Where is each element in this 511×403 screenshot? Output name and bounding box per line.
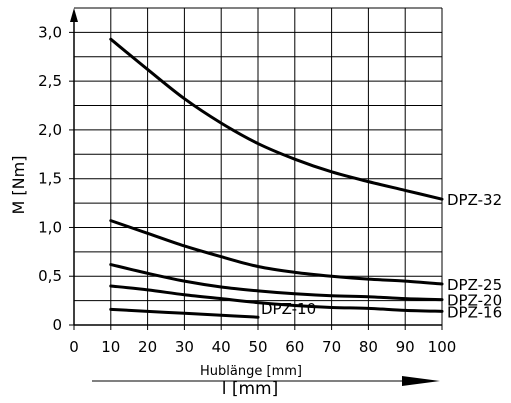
y-tick-label: 1,5 [38,170,62,188]
series-label-dpz-32: DPZ-32 [447,191,502,209]
x-tick-label: 20 [138,338,157,356]
y-tick-label: 0,5 [38,267,62,285]
x-tick-label: 10 [101,338,120,356]
y-tick-labels: 0 0,5 1,0 1,5 2,0 2,5 3,0 [38,23,74,334]
series-curves [109,37,444,319]
x-tick-label: 100 [428,338,457,356]
x-tick-label: 50 [248,338,267,356]
y-tick-label: 3,0 [38,23,62,41]
y-tick-label: 0 [52,316,62,334]
x-tick-labels: 0 10 20 30 40 50 60 70 80 90 100 [69,325,456,356]
axes [70,8,442,386]
series-label-dpz-25: DPZ-25 [447,276,502,294]
grid [74,7,443,325]
x-tick-label: 40 [212,338,231,356]
series-label-dpz-16: DPZ-16 [447,303,502,321]
y-tick-label: 1,0 [38,218,62,236]
x-axis-subtitle: l [mm] [222,379,279,399]
x-axis-title: Hublänge [mm] [200,364,302,379]
length-arrow-head-icon [402,376,440,386]
series-label-dpz-20: DPZ-20 [447,292,502,310]
y-tick-label: 2,0 [38,121,62,139]
x-tick-label: 30 [175,338,194,356]
x-tick-label: 70 [322,338,341,356]
x-tick-label: 80 [359,338,378,356]
series-line-dpz-10 [109,307,260,319]
x-tick-label: 0 [69,338,79,356]
series-line-dpz-16 [109,284,444,313]
x-tick-label: 60 [285,338,304,356]
series-line-dpz-20 [109,263,444,302]
series-line-dpz-32 [109,37,444,201]
series-line-dpz-25 [109,219,444,286]
y-axis-arrow-icon [70,8,78,22]
y-axis-title: M [Nm] [9,156,28,215]
y-tick-label: 2,5 [38,72,62,90]
series-label-dpz-10: DPZ-10 [261,300,316,318]
x-tick-label: 90 [396,338,415,356]
